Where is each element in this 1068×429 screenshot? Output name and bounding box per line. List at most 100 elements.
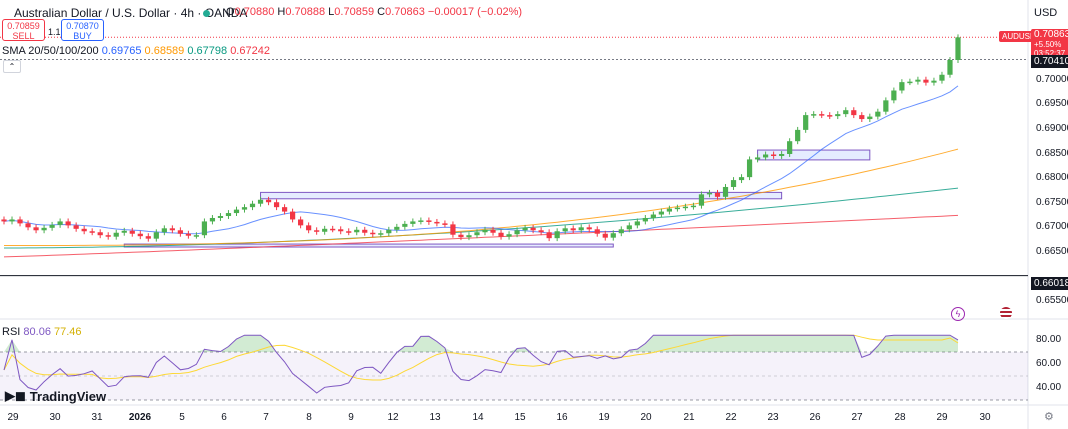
currency-selector[interactable]: USD [1034, 7, 1058, 19]
time-tick-label: 27 [851, 412, 863, 423]
candle [169, 228, 175, 231]
candle [754, 157, 761, 160]
change-value: −0.00017 (−0.02%) [427, 6, 523, 18]
us-flag-icon[interactable] [1000, 307, 1012, 319]
candle [514, 230, 520, 235]
candle [811, 114, 817, 116]
candle [474, 232, 480, 236]
candle [955, 37, 961, 60]
resistance-zone-1 [260, 191, 783, 200]
candle [450, 224, 456, 235]
settings-gear-icon[interactable]: ⚙ [1044, 411, 1054, 423]
sma200-line [3, 214, 959, 258]
candle [642, 217, 648, 222]
brand-name: TradingView [29, 388, 107, 404]
time-tick-label: 16 [556, 412, 568, 423]
candle [41, 227, 47, 231]
rsi-overbought-fill [4, 335, 958, 352]
candle [49, 224, 55, 228]
candle [201, 221, 208, 236]
candle [17, 219, 23, 224]
candle [346, 231, 352, 233]
rsi-tick-label: 80.00 [1036, 334, 1062, 345]
close-label: C [377, 6, 386, 18]
time-tick-label: 30 [979, 412, 991, 423]
candle [867, 116, 873, 120]
candle [570, 228, 576, 231]
sma-name: SMA 20/50/100/200 [2, 45, 99, 57]
candle [225, 213, 232, 217]
candle [674, 207, 681, 210]
candle [97, 232, 103, 236]
candle [129, 230, 135, 234]
candle [57, 221, 63, 225]
market-open-indicator [203, 10, 210, 17]
candle [314, 230, 320, 232]
candle [354, 229, 360, 233]
candle [1, 219, 7, 222]
candle [562, 228, 568, 232]
candle [538, 230, 544, 233]
candle [843, 110, 849, 115]
candle [522, 227, 528, 231]
rsi-legend[interactable]: RSI 80.06 77.46 [2, 326, 82, 338]
sma-legend[interactable]: SMA 20/50/100/200 0.69765 0.68589 0.6779… [2, 45, 270, 57]
candle [426, 220, 432, 222]
sma100-value: 0.67798 [187, 45, 228, 57]
time-tick-label: 29 [7, 412, 19, 423]
chart-title: Australian Dollar / U.S. Dollar · 4h · O… [14, 6, 248, 20]
sell-label: SELL [12, 31, 35, 41]
candle [161, 228, 167, 233]
buy-label: BUY [73, 31, 92, 41]
candle [322, 228, 328, 232]
time-tick-label: 31 [91, 412, 103, 423]
high-value: 0.70888 [285, 6, 326, 18]
candle [434, 221, 440, 224]
open-label: O [226, 6, 235, 18]
candle [25, 223, 31, 228]
candle [241, 207, 248, 210]
candle [891, 90, 897, 101]
collapse-legend-button[interactable]: ⌃ [3, 60, 21, 73]
candle [378, 233, 384, 235]
time-tick-label: 6 [221, 412, 227, 423]
candle [610, 233, 616, 238]
time-tick-label: 7 [263, 412, 269, 423]
tradingview-logo[interactable]: ▶◼ TradingView [5, 388, 106, 404]
candle [803, 115, 809, 130]
candle [634, 221, 640, 226]
candle [338, 229, 344, 232]
sma20-value: 0.69765 [101, 45, 142, 57]
time-tick-label: 15 [514, 412, 526, 423]
candle [273, 202, 280, 208]
lightning-icon[interactable]: ϟ [951, 307, 965, 321]
candle [714, 192, 721, 197]
buy-button[interactable]: 0.70870 BUY [61, 19, 104, 41]
candle [137, 233, 143, 237]
candle [458, 234, 464, 238]
current-change: +5.50% [1034, 40, 1062, 49]
candle [73, 225, 79, 229]
candle [370, 232, 376, 235]
candle [650, 214, 656, 218]
rsi-name: RSI [2, 326, 21, 338]
time-tick-label: 2026 [128, 412, 152, 423]
candle [410, 221, 416, 224]
low-label: L [328, 6, 335, 18]
candle [233, 209, 240, 214]
candle [586, 227, 592, 230]
candle [706, 192, 713, 195]
candle [482, 229, 488, 233]
time-tick-label: 13 [429, 412, 441, 423]
candle [530, 227, 536, 231]
candle [257, 199, 264, 204]
sma100-line [4, 187, 959, 249]
price-tick-label: 0.65500 [1036, 295, 1068, 307]
candle [618, 229, 624, 234]
candle [875, 111, 881, 117]
sell-button[interactable]: 0.70859 SELL [2, 19, 45, 41]
candle [490, 229, 496, 233]
